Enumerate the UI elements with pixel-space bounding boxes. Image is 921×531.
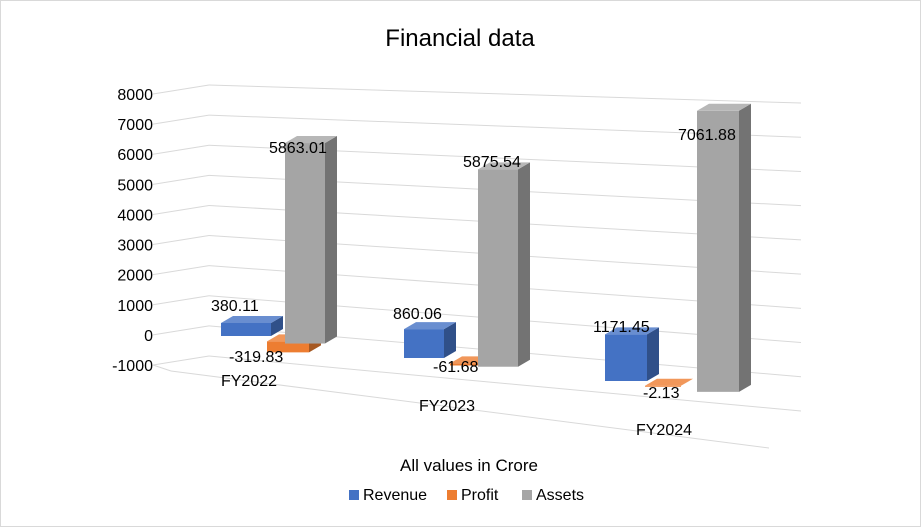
bar-revenue-fy2024-side — [647, 327, 659, 381]
bar-assets-fy2023-side — [518, 162, 530, 367]
bar-revenue-fy2023-side — [444, 322, 456, 358]
data-label-profit-fy2024: -2.13 — [643, 385, 680, 402]
bars — [221, 103, 751, 392]
data-labels: 380.11 -319.83 5863.01 860.06 -61.68 5875.54 1… — [211, 127, 736, 402]
bar-assets-fy2024 — [697, 110, 739, 392]
bar-revenue-fy2022-top — [221, 316, 283, 324]
floor-edge — [152, 364, 172, 372]
bar-revenue-fy2022-side — [271, 316, 283, 336]
y-tick-label: 8000 — [117, 87, 153, 104]
data-label-revenue-fy2024: 1171.45 — [593, 319, 650, 336]
bar-revenue-fy2024-top — [605, 327, 659, 335]
y-axis-ticks: 8000 7000 6000 5000 4000 3000 2000 1000 0 -1000 — [112, 87, 153, 375]
bar-assets-fy2022-side — [325, 136, 337, 344]
gridline-side — [152, 84, 210, 95]
category-label-fy2022: FY2022 — [221, 373, 277, 390]
bar-assets-fy2024-side — [739, 103, 751, 392]
bar-assets-fy2022-top — [285, 136, 337, 144]
legend-swatch-revenue — [349, 490, 359, 500]
bar-revenue-fy2023 — [404, 329, 444, 358]
gridline-side — [152, 144, 210, 155]
y-tick-label: 2000 — [117, 268, 153, 285]
bar-assets-fy2023-top — [478, 162, 530, 170]
gridline — [208, 355, 802, 412]
bar-assets-fy2024-top — [697, 103, 751, 111]
gridline-side — [152, 235, 210, 246]
chart-title: Financial data — [385, 25, 535, 52]
legend-swatch-assets — [522, 490, 532, 500]
category-labels: FY2022 FY2023 FY2024 — [221, 373, 692, 439]
bar-revenue-fy2024 — [605, 334, 647, 381]
y-tick-label: 3000 — [117, 238, 153, 255]
legend: Revenue Profit Assets — [349, 487, 584, 504]
legend-label-profit: Profit — [461, 487, 499, 504]
category-label-fy2023: FY2023 — [419, 398, 475, 415]
bar-profit-fy2024-side — [681, 378, 693, 386]
y-tick-label: 7000 — [117, 117, 153, 134]
category-label-fy2024: FY2024 — [636, 422, 692, 439]
floor-line — [170, 370, 770, 449]
gridline-side — [152, 114, 210, 125]
legend-label-revenue: Revenue — [363, 487, 427, 504]
gridline-side — [152, 355, 210, 366]
gridline-side — [152, 204, 210, 215]
x-axis-title: All values in Crore — [400, 456, 538, 475]
y-tick-label: 4000 — [117, 207, 153, 224]
gridline-side — [152, 265, 210, 276]
bar-revenue-fy2022 — [221, 323, 271, 336]
y-tick-label: 0 — [144, 328, 153, 345]
y-tick-label: 5000 — [117, 177, 153, 194]
y-tick-label: 1000 — [117, 298, 153, 315]
gridline-side — [152, 295, 210, 306]
bar-assets-fy2023 — [478, 169, 518, 367]
legend-label-assets: Assets — [536, 487, 584, 504]
y-tick-label: -1000 — [112, 358, 153, 375]
data-label-profit-fy2023: -61.68 — [433, 359, 478, 376]
data-label-revenue-fy2023: 860.06 — [393, 306, 442, 323]
bar-profit-fy2022 — [267, 341, 309, 353]
data-label-assets-fy2023: 5875.54 — [463, 154, 521, 171]
data-label-assets-fy2022: 5863.01 — [269, 140, 327, 157]
bar-profit-fy2024 — [645, 385, 681, 387]
gridline-side — [152, 325, 210, 336]
bar-revenue-fy2023-top — [404, 322, 456, 330]
data-label-profit-fy2022: -319.83 — [229, 349, 283, 366]
bar-profit-fy2023 — [450, 363, 488, 366]
data-label-assets-fy2024: 7061.88 — [678, 127, 736, 144]
y-tick-label: 6000 — [117, 147, 153, 164]
bar-assets-fy2022 — [285, 143, 325, 344]
gridline — [208, 84, 802, 104]
bar-profit-fy2024-top — [645, 378, 693, 386]
legend-swatch-profit — [447, 490, 457, 500]
gridline-side — [152, 174, 210, 185]
data-label-revenue-fy2022: 380.11 — [211, 298, 259, 315]
